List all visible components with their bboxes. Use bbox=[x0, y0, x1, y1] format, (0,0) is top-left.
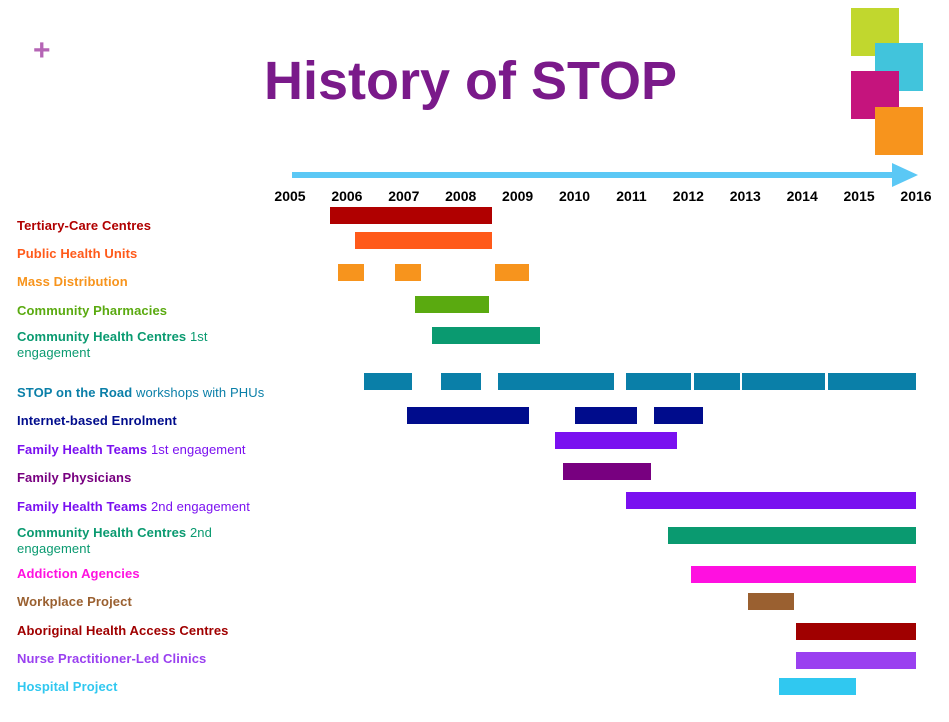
row-label-main: Community Health Centres bbox=[17, 525, 187, 540]
row-label: STOP on the Road workshops with PHUs bbox=[17, 385, 277, 401]
row-label: Aboriginal Health Access Centres bbox=[17, 623, 277, 639]
gantt-bar bbox=[625, 373, 692, 390]
decor-square-orange bbox=[875, 107, 923, 155]
row-label-main: Hospital Project bbox=[17, 679, 118, 694]
row-label: Addiction Agencies bbox=[17, 566, 277, 582]
plus-icon: + bbox=[33, 34, 51, 67]
row-label-main: Family Physicians bbox=[17, 470, 132, 485]
gantt-bar bbox=[363, 373, 413, 390]
gantt-bar bbox=[329, 207, 493, 224]
gantt-bar bbox=[494, 264, 529, 281]
row-label: Internet-based Enrolment bbox=[17, 413, 277, 429]
gantt-bar bbox=[406, 407, 529, 424]
gantt-bar bbox=[574, 407, 638, 424]
gantt-bar bbox=[654, 407, 703, 424]
page-title: History of STOP bbox=[264, 51, 678, 111]
row-label: Family Health Teams 1st engagement bbox=[17, 442, 277, 458]
row-label: Community Health Centres 2nd engagement bbox=[17, 525, 277, 557]
x-tick-label: 2006 bbox=[331, 188, 363, 204]
row-label: Community Pharmacies bbox=[17, 303, 277, 319]
x-tick-label: 2008 bbox=[445, 188, 477, 204]
gantt-bar bbox=[497, 373, 615, 390]
gantt-bar bbox=[432, 327, 541, 344]
gantt-bar bbox=[338, 264, 364, 281]
row-label: Hospital Project bbox=[17, 679, 277, 695]
gantt-bar bbox=[742, 373, 825, 390]
gantt-bar bbox=[668, 527, 916, 544]
gantt-bar bbox=[779, 678, 857, 695]
row-label-main: Internet-based Enrolment bbox=[17, 413, 177, 428]
row-label: Mass Distribution bbox=[17, 274, 277, 290]
row-label-detail: 1st engagement bbox=[17, 329, 208, 360]
x-tick-label: 2005 bbox=[274, 188, 306, 204]
row-label-detail: workshops with PHUs bbox=[132, 385, 265, 400]
gantt-bar bbox=[440, 373, 481, 390]
x-tick-label: 2014 bbox=[786, 188, 818, 204]
gantt-bar bbox=[827, 373, 916, 390]
x-tick-label: 2012 bbox=[672, 188, 704, 204]
row-label-detail: 1st engagement bbox=[147, 442, 246, 457]
timeline-arrow-head bbox=[892, 163, 918, 187]
row-label-main: STOP on the Road bbox=[17, 385, 133, 400]
row-label: Public Health Units bbox=[17, 246, 277, 262]
x-tick-label: 2007 bbox=[388, 188, 420, 204]
row-label-main: Public Health Units bbox=[17, 246, 138, 261]
row-label: Tertiary-Care Centres bbox=[17, 218, 277, 234]
row-label-main: Family Health Teams bbox=[17, 499, 148, 514]
row-label: Workplace Project bbox=[17, 594, 277, 610]
row-label-detail: 2nd engagement bbox=[17, 525, 212, 556]
gantt-bar bbox=[796, 623, 916, 640]
gantt-bar bbox=[563, 463, 652, 480]
gantt-bar bbox=[355, 232, 493, 249]
x-tick-label: 2016 bbox=[900, 188, 932, 204]
row-label: Nurse Practitioner-Led Clinics bbox=[17, 651, 277, 667]
x-tick-label: 2011 bbox=[616, 188, 647, 204]
gantt-bar bbox=[554, 432, 677, 449]
row-label: Community Health Centres 1st engagement bbox=[17, 329, 277, 361]
x-tick-label: 2010 bbox=[558, 188, 591, 204]
gantt-bar bbox=[625, 492, 916, 509]
gantt-bar bbox=[395, 264, 421, 281]
gantt-bar bbox=[796, 652, 916, 669]
timeline-arrow bbox=[292, 172, 896, 178]
row-label-main: Nurse Practitioner-Led Clinics bbox=[17, 651, 207, 666]
x-tick-label: 2009 bbox=[502, 188, 534, 204]
x-tick-label: 2015 bbox=[843, 188, 875, 204]
row-label-detail: 2nd engagement bbox=[147, 499, 250, 514]
gantt-bar bbox=[415, 296, 490, 313]
row-label: Family Physicians bbox=[17, 470, 277, 486]
row-label-main: Family Health Teams bbox=[17, 442, 148, 457]
row-label-main: Community Health Centres bbox=[17, 329, 187, 344]
row-label-main: Workplace Project bbox=[17, 594, 132, 609]
x-tick-label: 2013 bbox=[729, 188, 761, 204]
row-label-main: Mass Distribution bbox=[17, 274, 128, 289]
row-label: Family Health Teams 2nd engagement bbox=[17, 499, 277, 515]
gantt-bar bbox=[748, 593, 794, 610]
row-label-main: Community Pharmacies bbox=[17, 303, 168, 318]
gantt-bar bbox=[691, 566, 916, 583]
row-label-main: Aboriginal Health Access Centres bbox=[17, 623, 229, 638]
gantt-bar bbox=[694, 373, 740, 390]
row-label-main: Tertiary-Care Centres bbox=[17, 218, 152, 233]
row-label-main: Addiction Agencies bbox=[17, 566, 140, 581]
